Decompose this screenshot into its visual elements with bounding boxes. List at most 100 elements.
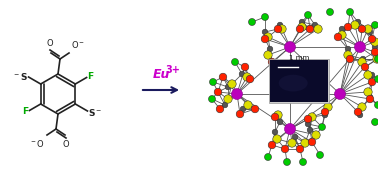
Ellipse shape <box>279 75 308 91</box>
Circle shape <box>319 123 325 131</box>
Circle shape <box>274 25 282 33</box>
Circle shape <box>231 88 243 99</box>
Circle shape <box>236 110 244 118</box>
Circle shape <box>308 113 316 121</box>
Circle shape <box>305 11 311 19</box>
Circle shape <box>358 25 366 33</box>
Circle shape <box>304 115 312 123</box>
Circle shape <box>288 139 296 147</box>
Circle shape <box>364 88 372 96</box>
Circle shape <box>360 56 366 62</box>
Circle shape <box>306 25 314 33</box>
Circle shape <box>355 42 366 53</box>
Circle shape <box>262 13 268 21</box>
Circle shape <box>278 25 286 33</box>
Circle shape <box>372 119 378 125</box>
Text: O: O <box>47 39 53 48</box>
Text: $^-$S: $^-$S <box>12 70 28 82</box>
Circle shape <box>373 55 378 63</box>
Circle shape <box>267 46 273 52</box>
Circle shape <box>367 94 373 100</box>
Circle shape <box>358 58 366 66</box>
Circle shape <box>265 154 271 160</box>
Circle shape <box>354 108 362 116</box>
Circle shape <box>301 139 309 147</box>
Circle shape <box>345 46 351 52</box>
Text: Eu: Eu <box>152 68 170 80</box>
Circle shape <box>224 95 232 103</box>
Circle shape <box>312 131 320 139</box>
Circle shape <box>273 135 281 143</box>
Text: 1 mm: 1 mm <box>289 55 309 61</box>
Circle shape <box>334 33 342 41</box>
Circle shape <box>281 145 289 153</box>
Circle shape <box>322 112 328 118</box>
Circle shape <box>321 108 329 116</box>
Circle shape <box>308 138 316 146</box>
Circle shape <box>243 73 251 81</box>
Circle shape <box>241 63 249 71</box>
Circle shape <box>375 56 378 62</box>
Circle shape <box>262 29 268 35</box>
Text: 3+: 3+ <box>166 65 180 75</box>
Circle shape <box>327 8 333 16</box>
Circle shape <box>209 79 217 85</box>
Circle shape <box>335 88 345 99</box>
Circle shape <box>351 21 359 29</box>
Circle shape <box>314 25 322 33</box>
Circle shape <box>372 44 378 50</box>
Circle shape <box>364 25 372 33</box>
Circle shape <box>271 113 279 121</box>
Circle shape <box>296 145 304 153</box>
Circle shape <box>298 23 306 31</box>
Circle shape <box>368 35 376 43</box>
Circle shape <box>355 19 361 25</box>
Circle shape <box>214 88 222 96</box>
Circle shape <box>366 95 374 103</box>
Circle shape <box>251 105 259 113</box>
Circle shape <box>372 22 378 28</box>
Circle shape <box>285 42 296 53</box>
Circle shape <box>344 23 352 31</box>
Circle shape <box>292 134 298 140</box>
Circle shape <box>357 112 363 118</box>
Circle shape <box>284 159 291 165</box>
Text: $^-$O: $^-$O <box>29 138 45 149</box>
Text: F: F <box>22 107 28 116</box>
Circle shape <box>347 8 353 16</box>
Circle shape <box>264 51 272 59</box>
Circle shape <box>364 71 372 79</box>
Text: O$^-$: O$^-$ <box>71 39 85 50</box>
Circle shape <box>248 19 256 25</box>
Circle shape <box>307 127 313 133</box>
Text: F: F <box>88 72 94 81</box>
Circle shape <box>274 111 282 119</box>
Circle shape <box>246 75 254 83</box>
Circle shape <box>299 19 305 25</box>
Circle shape <box>240 106 246 112</box>
Circle shape <box>261 35 269 43</box>
Text: O: O <box>63 140 69 149</box>
Bar <box>270 60 328 102</box>
Circle shape <box>358 103 366 111</box>
Circle shape <box>316 151 324 159</box>
Circle shape <box>244 101 252 109</box>
Circle shape <box>312 22 318 28</box>
Circle shape <box>338 31 346 39</box>
Bar <box>269 59 329 103</box>
Circle shape <box>299 159 307 165</box>
Circle shape <box>339 26 345 32</box>
Circle shape <box>375 102 378 108</box>
Circle shape <box>344 51 352 59</box>
Circle shape <box>268 141 276 149</box>
Text: S$^-$: S$^-$ <box>88 107 103 117</box>
Circle shape <box>222 102 228 108</box>
Circle shape <box>367 29 373 35</box>
Circle shape <box>277 22 283 28</box>
Circle shape <box>239 71 245 77</box>
Circle shape <box>305 121 311 127</box>
Circle shape <box>231 59 239 65</box>
Circle shape <box>369 72 375 78</box>
Circle shape <box>272 129 278 135</box>
Circle shape <box>368 78 376 86</box>
